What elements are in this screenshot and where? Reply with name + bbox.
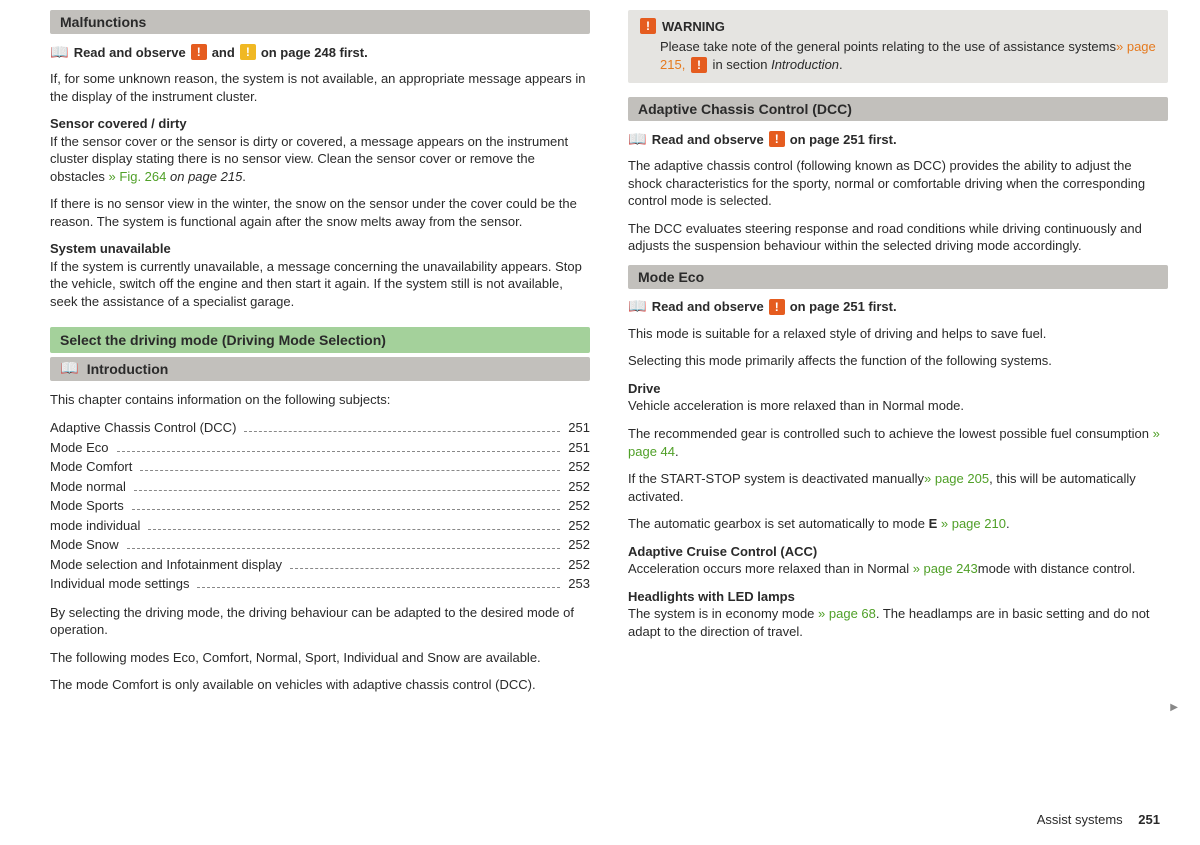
warning-red-icon: !	[769, 131, 785, 147]
ro-text: and	[212, 45, 235, 60]
heading-eco: Mode Eco	[628, 265, 1168, 289]
sub-heading: Headlights with LED lamps	[628, 589, 795, 604]
toc-page: 252	[564, 477, 590, 497]
toc-dots	[140, 470, 560, 471]
book-icon: 📖	[628, 299, 647, 314]
toc-page: 251	[564, 418, 590, 438]
left-column: Malfunctions 📖 Read and observe ! and ! …	[50, 10, 590, 704]
body-text: The mode Comfort is only available on ve…	[50, 676, 590, 694]
sub-heading: System unavailable	[50, 241, 171, 256]
book-icon: 📖	[628, 132, 647, 147]
toc-dots	[127, 548, 561, 549]
body-text: The recommended gear is controlled such …	[628, 425, 1168, 460]
toc-dots	[244, 431, 560, 432]
page-link[interactable]: » page 243	[909, 561, 978, 576]
sub-heading: Adaptive Cruise Control (ACC)	[628, 544, 817, 559]
body-text: The adaptive chassis control (following …	[628, 157, 1168, 210]
body-text: Selecting this mode primarily affects th…	[628, 352, 1168, 370]
page-link[interactable]: » page 210	[937, 516, 1006, 531]
toc-label: Mode Eco	[50, 438, 113, 458]
body-text: The DCC evaluates steering response and …	[628, 220, 1168, 255]
body-text: Sensor covered / dirty If the sensor cov…	[50, 115, 590, 185]
heading-driving-mode: Select the driving mode (Driving Mode Se…	[50, 327, 590, 353]
book-icon: 📖	[60, 361, 79, 376]
heading-dcc: Adaptive Chassis Control (DCC)	[628, 97, 1168, 121]
body-text: By selecting the driving mode, the drivi…	[50, 604, 590, 639]
toc-dots	[132, 509, 561, 510]
page-number: 251	[1138, 812, 1160, 827]
warning-yellow-icon: !	[240, 44, 256, 60]
ro-text: Read and observe	[74, 45, 186, 60]
toc-row[interactable]: Mode selection and Infotainment display 2…	[50, 555, 590, 575]
body-text: If there is no sensor view in the winter…	[50, 195, 590, 230]
right-column: ! WARNING Please take note of the genera…	[628, 10, 1168, 704]
toc-page: 252	[564, 555, 590, 575]
body-text: Drive Vehicle acceleration is more relax…	[628, 380, 1168, 415]
toc-dots	[148, 529, 560, 530]
toc-row[interactable]: Mode Snow 252	[50, 535, 590, 555]
toc-label: Mode Snow	[50, 535, 123, 555]
toc-label: Mode selection and Infotainment display	[50, 555, 286, 575]
warning-red-icon: !	[640, 18, 656, 34]
warning-title: WARNING	[662, 19, 725, 34]
toc-dots	[290, 568, 560, 569]
fig-link[interactable]: » Fig. 264	[109, 169, 167, 184]
toc-page: 251	[564, 438, 590, 458]
toc-page: 252	[564, 457, 590, 477]
table-of-contents: Adaptive Chassis Control (DCC)251Mode Ec…	[50, 418, 590, 594]
body-text: If the START-STOP system is deactivated …	[628, 470, 1168, 505]
toc-label: mode individual	[50, 516, 144, 536]
toc-page: 252	[564, 516, 590, 536]
toc-row[interactable]: Mode Comfort 252	[50, 457, 590, 477]
sub-heading: Sensor covered / dirty	[50, 116, 187, 131]
page-link[interactable]: » page 68	[818, 606, 876, 621]
body-text: System unavailable If the system is curr…	[50, 240, 590, 310]
page-footer: Assist systems 251	[1037, 812, 1160, 827]
toc-row[interactable]: mode individual 252	[50, 516, 590, 536]
body-text: The automatic gearbox is set automatical…	[628, 515, 1168, 533]
toc-page: 252	[564, 535, 590, 555]
toc-page: 252	[564, 496, 590, 516]
toc-row[interactable]: Mode normal 252	[50, 477, 590, 497]
warning-red-icon: !	[691, 57, 707, 73]
toc-label: Adaptive Chassis Control (DCC)	[50, 418, 240, 438]
body-text: If, for some unknown reason, the system …	[50, 70, 590, 105]
toc-dots	[134, 490, 560, 491]
toc-label: Mode Comfort	[50, 457, 136, 477]
warning-red-icon: !	[191, 44, 207, 60]
book-icon: 📖	[50, 45, 69, 60]
read-observe-note: 📖 Read and observe ! on page 251 first.	[628, 131, 1168, 147]
body-text: This mode is suitable for a relaxed styl…	[628, 325, 1168, 343]
heading-malfunctions: Malfunctions	[50, 10, 590, 34]
toc-row[interactable]: Individual mode settings 253	[50, 574, 590, 594]
toc-dots	[197, 587, 560, 588]
toc-row[interactable]: Mode Eco 251	[50, 438, 590, 458]
body-text: Adaptive Cruise Control (ACC) Accelerati…	[628, 543, 1168, 578]
read-observe-note: 📖 Read and observe ! and ! on page 248 f…	[50, 44, 590, 60]
toc-row[interactable]: Mode Sports 252	[50, 496, 590, 516]
body-text: The following modes Eco, Comfort, Normal…	[50, 649, 590, 667]
sub-heading: Drive	[628, 381, 661, 396]
warning-red-icon: !	[769, 299, 785, 315]
toc-row[interactable]: Adaptive Chassis Control (DCC) 251	[50, 418, 590, 438]
toc-label: Individual mode settings	[50, 574, 193, 594]
body-text: This chapter contains information on the…	[50, 391, 590, 409]
read-observe-note: 📖 Read and observe ! on page 251 first.	[628, 299, 1168, 315]
ro-text: on page 248 first.	[261, 45, 368, 60]
toc-label: Mode Sports	[50, 496, 128, 516]
section-name: Assist systems	[1037, 812, 1123, 827]
toc-label: Mode normal	[50, 477, 130, 497]
body-text: Headlights with LED lamps The system is …	[628, 588, 1168, 641]
page-link[interactable]: » page 205	[924, 471, 989, 486]
heading-introduction: 📖 Introduction	[50, 357, 590, 381]
warning-box: ! WARNING Please take note of the genera…	[628, 10, 1168, 83]
continue-icon: ▶	[1170, 702, 1178, 713]
toc-dots	[117, 451, 561, 452]
toc-page: 253	[564, 574, 590, 594]
